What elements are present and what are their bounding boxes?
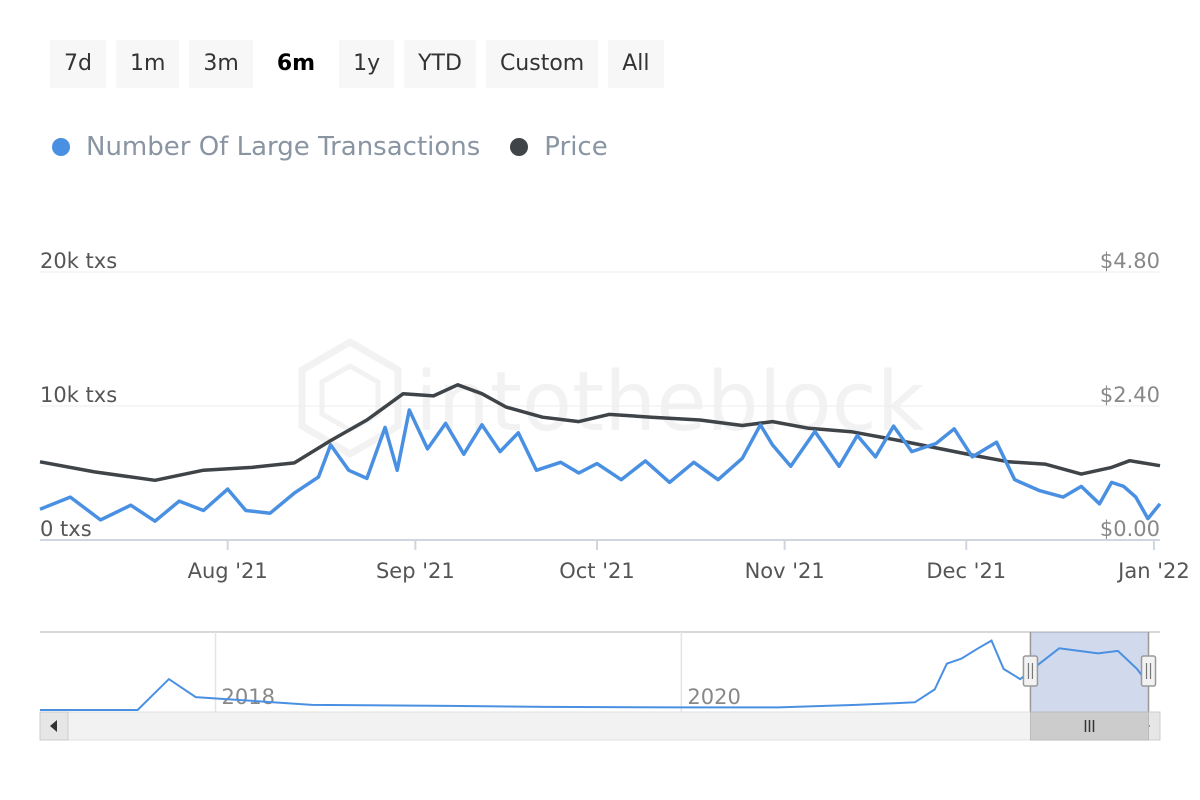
y-left-tick-label: 10k txs bbox=[40, 383, 117, 407]
navigator-series-line bbox=[40, 639, 1150, 711]
y-left-tick-label: 0 txs bbox=[40, 517, 92, 541]
x-tick-label: Oct '21 bbox=[559, 559, 634, 583]
navigator-scrollbar-thumb[interactable] bbox=[1029, 711, 1150, 741]
range-button-1y[interactable]: 1y bbox=[339, 40, 395, 88]
navigator-selection[interactable] bbox=[1030, 632, 1149, 712]
range-selector: 7d 1m 3m 6m 1y YTD Custom All bbox=[50, 40, 664, 88]
chart-legend: Number Of Large Transactions Price bbox=[52, 132, 608, 162]
x-tick-label: Nov '21 bbox=[745, 559, 825, 583]
arrow-right-icon bbox=[1143, 720, 1150, 732]
legend-dot-dark bbox=[510, 138, 529, 156]
legend-label-large-transactions: Number Of Large Transactions bbox=[86, 132, 481, 162]
legend-item-price[interactable]: Price bbox=[510, 132, 608, 162]
navigator-year-label: 2018 bbox=[221, 685, 274, 709]
watermark-text: intotheblock bbox=[415, 355, 925, 450]
x-tick-label: Jan '22 bbox=[1116, 559, 1190, 583]
y-right-tick-label: $0.00 bbox=[1100, 517, 1160, 541]
x-tick-label: Dec '21 bbox=[926, 559, 1006, 583]
scroll-left-button[interactable] bbox=[39, 711, 69, 741]
range-button-7d[interactable]: 7d bbox=[50, 40, 106, 88]
y-left-tick-label: 20k txs bbox=[40, 249, 117, 273]
scroll-right-button[interactable] bbox=[1131, 711, 1161, 741]
x-tick-label: Aug '21 bbox=[188, 559, 268, 583]
navigator-handle-left[interactable] bbox=[1022, 655, 1039, 687]
range-button-1m[interactable]: 1m bbox=[115, 40, 180, 88]
legend-item-large-transactions[interactable]: Number Of Large Transactions bbox=[52, 132, 480, 162]
watermark-logo: intotheblock bbox=[298, 337, 925, 459]
navigator-scrollbar-track[interactable] bbox=[39, 711, 1161, 741]
y-right-tick-label: $2.40 bbox=[1100, 383, 1160, 407]
legend-dot-blue bbox=[52, 138, 70, 156]
range-button-3m[interactable]: 3m bbox=[189, 40, 253, 88]
y-right-tick-label: $4.80 bbox=[1100, 249, 1160, 273]
arrow-left-icon bbox=[50, 720, 57, 732]
range-button-ytd[interactable]: YTD bbox=[404, 40, 476, 88]
series-line-large-transactions bbox=[39, 408, 1162, 523]
navigator-year-label: 2020 bbox=[687, 685, 740, 709]
series-line-price bbox=[39, 383, 1161, 483]
range-button-6m[interactable]: 6m bbox=[262, 40, 330, 88]
navigator-handle-right[interactable] bbox=[1140, 655, 1157, 687]
x-tick-label: Sep '21 bbox=[376, 559, 455, 583]
range-button-custom[interactable]: Custom bbox=[485, 40, 599, 88]
range-button-all[interactable]: All bbox=[608, 40, 664, 88]
legend-label-price: Price bbox=[544, 132, 608, 162]
